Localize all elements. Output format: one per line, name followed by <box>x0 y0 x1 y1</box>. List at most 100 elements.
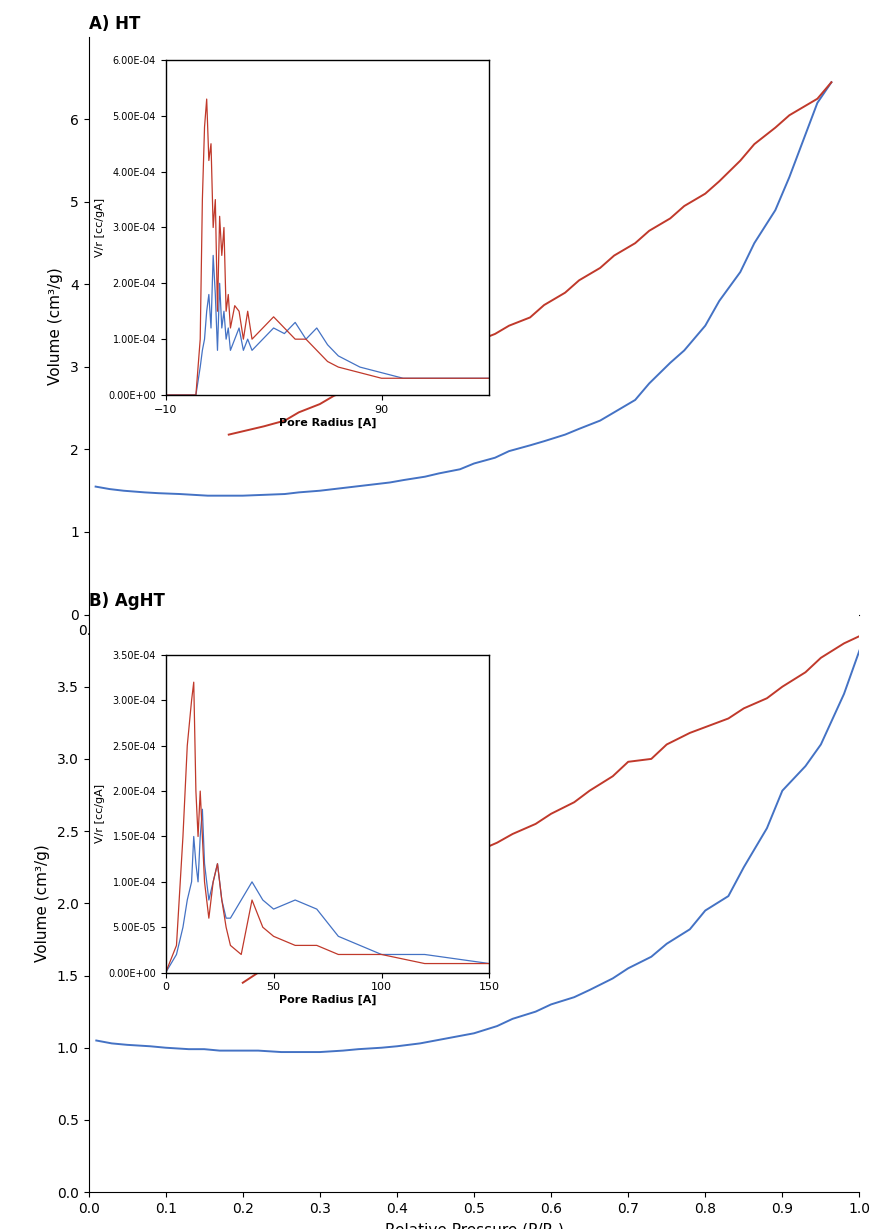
Desorption <box>223 428 234 442</box>
Adsorption <box>175 487 185 501</box>
Desorption <box>815 650 826 665</box>
Adsorption <box>183 1042 194 1057</box>
Desorption <box>353 906 363 921</box>
Adsorption <box>377 1040 387 1054</box>
Adsorption <box>293 485 304 500</box>
Desorption <box>237 424 248 439</box>
Adsorption <box>826 75 836 90</box>
Desorption <box>350 380 361 395</box>
Adsorption <box>525 438 535 452</box>
Adsorption <box>454 1029 464 1043</box>
Adsorption <box>121 1037 133 1052</box>
Adsorption <box>839 687 850 702</box>
Text: A) HT: A) HT <box>89 15 140 32</box>
X-axis label: Relative Pressure (P/Pₒ): Relative Pressure (P/Pₒ) <box>385 645 563 660</box>
Adsorption <box>644 376 655 391</box>
Adsorption <box>777 783 788 798</box>
Desorption <box>279 413 290 428</box>
Desorption <box>490 327 501 342</box>
Adsorption <box>353 1042 363 1057</box>
Adsorption <box>315 483 325 498</box>
Desorption <box>399 355 409 370</box>
Text: B) AgHT: B) AgHT <box>89 592 165 610</box>
Line: Adsorption: Adsorption <box>96 82 831 495</box>
Desorption <box>525 310 535 324</box>
Legend: Adsorption, Desorption: Adsorption, Desorption <box>325 667 623 682</box>
Adsorption <box>139 485 150 500</box>
Adsorption <box>279 487 290 501</box>
X-axis label: Relative Pressure (P/Pₒ): Relative Pressure (P/Pₒ) <box>385 1223 563 1229</box>
Adsorption <box>735 264 746 279</box>
Desorption <box>738 701 749 715</box>
Y-axis label: Volume (cm³/g): Volume (cm³/g) <box>48 267 63 385</box>
Adsorption <box>749 236 759 251</box>
Desorption <box>854 629 865 644</box>
Adsorption <box>202 488 213 503</box>
Desorption <box>315 397 325 412</box>
Adsorption <box>812 96 823 111</box>
Line: Desorption: Desorption <box>243 637 859 983</box>
Adsorption <box>507 1011 517 1026</box>
Adsorption <box>198 1042 209 1057</box>
Adsorption <box>469 456 479 471</box>
Adsorption <box>770 203 781 218</box>
Desorption <box>777 680 788 694</box>
Adsorption <box>153 485 164 500</box>
Desorption <box>377 898 387 913</box>
Desorption <box>560 285 571 300</box>
Adsorption <box>189 488 199 503</box>
Adsorption <box>492 1019 502 1034</box>
Adsorption <box>815 737 826 752</box>
Adsorption <box>350 479 361 494</box>
Adsorption <box>685 922 696 936</box>
Adsorption <box>399 473 409 488</box>
Desorption <box>433 348 444 363</box>
Adsorption <box>574 422 585 436</box>
Adsorption <box>630 392 641 407</box>
Desorption <box>469 846 479 860</box>
Desorption <box>454 860 464 875</box>
Line: Desorption: Desorption <box>229 82 831 435</box>
Desorption <box>609 248 619 263</box>
Desorption <box>507 827 517 842</box>
Adsorption <box>455 462 465 477</box>
Desorption <box>770 120 781 135</box>
Adsorption <box>700 318 711 333</box>
Adsorption <box>433 466 444 481</box>
Desorption <box>700 187 711 202</box>
Adsorption <box>723 889 734 903</box>
Desorption <box>293 406 304 420</box>
Adsorption <box>160 1040 171 1054</box>
Adsorption <box>91 1034 102 1048</box>
Adsorption <box>338 1043 348 1058</box>
Adsorption <box>595 413 605 428</box>
Desorption <box>644 224 655 238</box>
Desorption <box>700 720 711 735</box>
Desorption <box>299 939 310 954</box>
Desorption <box>623 755 633 769</box>
Desorption <box>253 965 263 980</box>
Adsorption <box>469 1026 479 1041</box>
Adsorption <box>430 1034 440 1048</box>
Desorption <box>664 211 675 226</box>
Adsorption <box>661 936 672 951</box>
Adsorption <box>800 758 811 773</box>
Adsorption <box>119 483 129 498</box>
Desorption <box>723 712 734 726</box>
Desorption <box>646 752 657 767</box>
Desorption <box>574 273 585 288</box>
Adsorption <box>106 1036 117 1051</box>
Desorption <box>338 914 348 929</box>
Adsorption <box>560 428 571 442</box>
Adsorption <box>259 488 269 503</box>
Desorption <box>392 891 402 906</box>
Desorption <box>762 691 773 705</box>
Desorption <box>714 175 725 189</box>
Adsorption <box>679 343 689 358</box>
Adsorption <box>546 997 556 1011</box>
Adsorption <box>798 133 809 147</box>
Desorption <box>492 836 502 850</box>
Desorption <box>259 419 269 434</box>
Line: Adsorption: Adsorption <box>97 650 859 1052</box>
Desorption <box>661 737 672 752</box>
